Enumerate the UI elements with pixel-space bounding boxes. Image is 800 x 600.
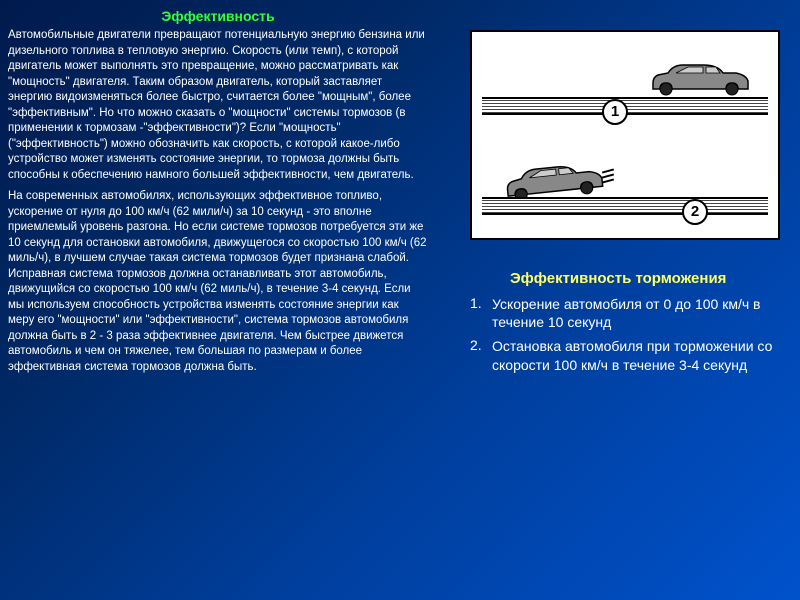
paragraph-1: Автомобильные двигатели превращают потен… (8, 28, 428, 183)
bullet-list: 1. Ускорение автомобиля от 0 до 100 км/ч… (470, 295, 800, 374)
diagram-panel-2: 2 (482, 142, 768, 227)
section-subtitle: Эффективность торможения (510, 270, 800, 287)
bullet-number: 1. (470, 295, 492, 331)
car-icon (648, 61, 758, 99)
road-surface (482, 197, 768, 215)
list-item: 2. Остановка автомобиля при торможении с… (470, 337, 800, 373)
page-title: Эффективность (8, 8, 428, 24)
diagram-label-1: 1 (602, 99, 628, 125)
braking-diagram: 1 2 (470, 30, 780, 240)
bullet-number: 2. (470, 337, 492, 373)
diagram-panel-1: 1 (482, 42, 768, 127)
list-item: 1. Ускорение автомобиля от 0 до 100 км/ч… (470, 295, 800, 331)
paragraph-2: На современных автомобилях, использующих… (8, 189, 428, 375)
motion-lines-icon (602, 167, 622, 187)
bullet-text: Остановка автомобиля при торможении со с… (492, 337, 800, 373)
bullet-text: Ускорение автомобиля от 0 до 100 км/ч в … (492, 295, 800, 331)
body-text: Автомобильные двигатели превращают потен… (8, 28, 428, 375)
diagram-label-2: 2 (682, 199, 708, 225)
